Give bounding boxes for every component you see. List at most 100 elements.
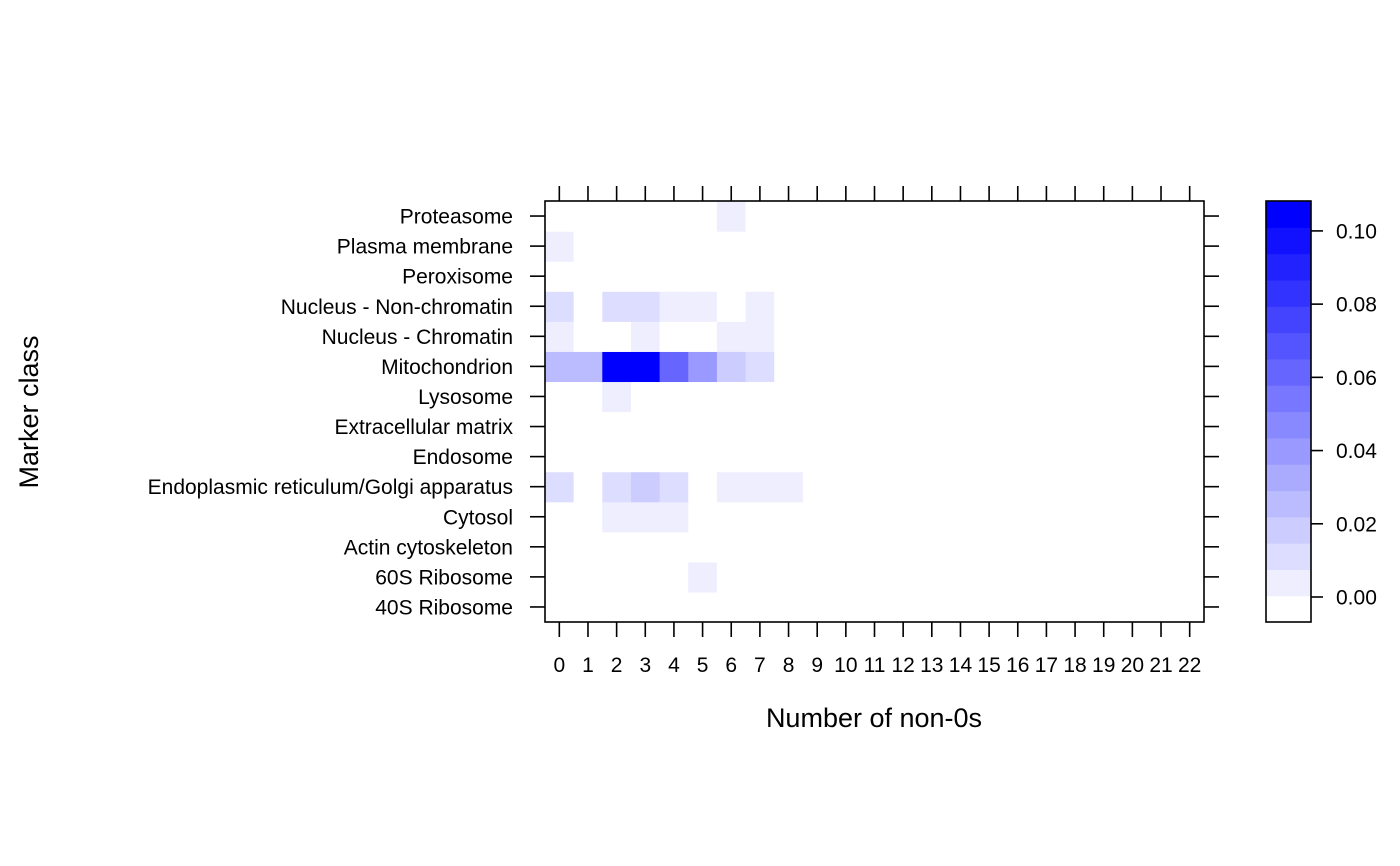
colorbar-tick-label: 0.04 xyxy=(1336,440,1377,463)
heatmap-cell xyxy=(630,201,661,232)
heatmap-cell xyxy=(1032,501,1062,533)
heatmap-cell xyxy=(688,471,718,503)
heatmap-cell xyxy=(917,201,947,232)
heatmap-cell xyxy=(573,441,603,473)
heatmap-cell xyxy=(1146,381,1176,413)
heatmap-cell xyxy=(860,381,890,413)
colorbar-segment xyxy=(1266,332,1311,360)
colorbar-segment xyxy=(1266,569,1311,597)
heatmap-cell xyxy=(659,351,689,383)
heatmap-cell xyxy=(1089,351,1119,383)
heatmap-cell xyxy=(1060,231,1090,262)
heatmap-cell xyxy=(946,591,976,623)
heatmap-cell xyxy=(802,201,833,232)
heatmap-cell xyxy=(1003,321,1033,352)
heatmap-cell xyxy=(602,201,632,232)
colorbar-tick-label: 0.10 xyxy=(1336,220,1377,243)
colorbar-tick-label: 0.06 xyxy=(1336,367,1377,390)
heatmap-cell xyxy=(974,381,1005,413)
y-tick-label: Endoplasmic reticulum/Golgi apparatus xyxy=(148,476,513,499)
heatmap-cell xyxy=(545,381,575,413)
heatmap-cell xyxy=(688,531,718,563)
heatmap-cell xyxy=(1146,561,1176,593)
y-tick-label: Peroxisome xyxy=(402,266,513,289)
heatmap-cell xyxy=(602,441,632,473)
x-tick-label: 2 xyxy=(611,654,623,677)
heatmap-cell xyxy=(1060,201,1090,232)
heatmap-cell xyxy=(860,501,890,533)
heatmap-cell xyxy=(1146,231,1176,262)
heatmap-cell xyxy=(545,321,575,352)
y-tick-label: Plasma membrane xyxy=(337,236,513,259)
heatmap-cell xyxy=(802,381,833,413)
heatmap-cell xyxy=(917,471,947,503)
heatmap-cell xyxy=(831,381,861,413)
heatmap-cell xyxy=(1146,261,1176,292)
x-tick-label: 7 xyxy=(754,654,766,677)
heatmap-cell xyxy=(1175,231,1205,262)
x-tick-label: 12 xyxy=(891,654,914,677)
heatmap-cell xyxy=(602,231,632,262)
heatmap-cell xyxy=(630,321,661,352)
heatmap-cell xyxy=(545,501,575,533)
heatmap-cell xyxy=(802,321,833,352)
heatmap-cell xyxy=(1175,561,1205,593)
heatmap-cell xyxy=(1175,531,1205,563)
heatmap-cell xyxy=(1089,501,1119,533)
heatmap-cell xyxy=(888,471,919,503)
heatmap-cell xyxy=(716,261,747,292)
heatmap-cell xyxy=(1118,351,1148,383)
heatmap-cell xyxy=(659,531,689,563)
heatmap-cell xyxy=(1003,201,1033,232)
colorbar-segment xyxy=(1266,306,1311,334)
heatmap-cell xyxy=(974,351,1005,383)
heatmap-cell xyxy=(659,321,689,352)
heatmap-cell xyxy=(888,441,919,473)
heatmap-cell xyxy=(1003,441,1033,473)
heatmap-cell xyxy=(860,231,890,262)
heatmap-cell xyxy=(946,291,976,322)
heatmap-cell xyxy=(774,381,804,413)
heatmap-cell xyxy=(974,501,1005,533)
heatmap-cell xyxy=(630,531,661,563)
heatmap-cell xyxy=(774,501,804,533)
colorbar-segment xyxy=(1266,543,1311,570)
heatmap-cell xyxy=(659,201,689,232)
heatmap-cell xyxy=(1003,471,1033,503)
heatmap-cell xyxy=(745,561,775,593)
heatmap-cell xyxy=(745,201,775,232)
heatmap-cell xyxy=(573,231,603,262)
heatmap-cell xyxy=(745,351,775,383)
heatmap-cell xyxy=(1146,321,1176,352)
heatmap-cell xyxy=(745,501,775,533)
heatmap-cell xyxy=(1003,561,1033,593)
y-tick-label: Nucleus - Chromatin xyxy=(322,326,513,349)
heatmap-cell xyxy=(774,291,804,322)
heatmap-cell xyxy=(802,501,833,533)
heatmap-cell xyxy=(716,561,747,593)
heatmap-cell xyxy=(745,321,775,352)
heatmap-cell xyxy=(688,561,718,593)
heatmap-cell xyxy=(831,411,861,443)
heatmap-cell xyxy=(716,501,747,533)
heatmap-cell xyxy=(802,561,833,593)
heatmap-cell xyxy=(802,471,833,503)
heatmap-cell xyxy=(1003,381,1033,413)
heatmap-cell xyxy=(1146,501,1176,533)
heatmap-cell xyxy=(974,591,1005,623)
heatmap-cell xyxy=(1032,231,1062,262)
heatmap-cell xyxy=(573,501,603,533)
heatmap-cell xyxy=(888,411,919,443)
x-tick-label: 14 xyxy=(949,654,973,677)
heatmap-cell xyxy=(860,531,890,563)
heatmap-cell xyxy=(602,531,632,563)
heatmap-cell xyxy=(831,291,861,322)
heatmap-cell xyxy=(831,531,861,563)
heatmap-cell xyxy=(917,351,947,383)
x-tick-label: 9 xyxy=(811,654,823,677)
heatmap-cell xyxy=(1118,561,1148,593)
heatmap-cell xyxy=(745,381,775,413)
heatmap-cell xyxy=(573,201,603,232)
heatmap-cell xyxy=(1118,441,1148,473)
heatmap-cell xyxy=(745,591,775,623)
